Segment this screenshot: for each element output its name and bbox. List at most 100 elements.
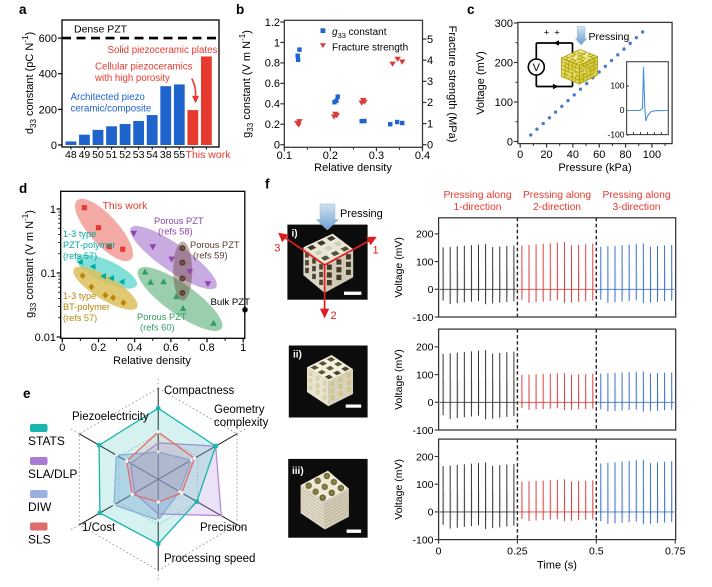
svg-text:200: 200 [416,451,434,463]
svg-text:STATS: STATS [28,434,65,448]
svg-text:(refs 60): (refs 60) [140,323,175,333]
svg-text:Fracture strength: Fracture strength [332,43,408,54]
svg-text:100: 100 [610,81,624,91]
svg-text:Porous PZT: Porous PZT [190,240,240,250]
svg-text:300: 300 [495,18,513,30]
svg-text:(refs 57): (refs 57) [63,313,97,323]
svg-text:0: 0 [59,342,65,354]
svg-text:Pressing: Pressing [589,31,630,43]
svg-text:Fracture strength (MPa): Fracture strength (MPa) [446,26,458,143]
svg-text:0.1: 0.1 [277,150,292,162]
svg-text:e: e [23,386,31,401]
svg-text:3: 3 [427,76,433,88]
svg-text:0.25: 0.25 [507,546,528,558]
svg-text:0.4: 0.4 [265,99,280,111]
svg-text:5: 5 [427,34,433,46]
svg-text:0.2: 0.2 [265,119,280,131]
svg-text:c: c [467,2,475,17]
svg-text:55: 55 [173,149,185,161]
svg-text:80: 80 [619,149,631,161]
svg-text:(refs 57): (refs 57) [63,251,97,261]
svg-text:Processing speed: Processing speed [164,553,255,565]
svg-text:0: 0 [517,149,523,161]
svg-text:0: 0 [436,546,442,558]
svg-text:+: + [554,28,560,39]
svg-text:g33 constant: g33 constant [332,27,387,40]
svg-text:Voltage (mV): Voltage (mV) [393,237,405,298]
svg-text:d: d [19,181,27,196]
svg-text:0.75: 0.75 [665,546,686,558]
svg-text:60: 60 [593,149,605,161]
svg-text:200: 200 [39,104,57,116]
svg-text:Compactness: Compactness [164,385,235,397]
svg-text:100: 100 [495,97,513,109]
svg-text:2: 2 [427,97,433,109]
svg-text:2-direction: 2-direction [533,202,581,213]
svg-text:100: 100 [416,479,434,491]
svg-text:52: 52 [119,149,131,161]
svg-text:0.4: 0.4 [415,150,430,162]
svg-text:(refs 58): (refs 58) [158,227,193,237]
svg-text:SLA/DLP: SLA/DLP [28,467,77,481]
svg-text:49: 49 [79,149,91,161]
svg-text:48: 48 [65,149,77,161]
svg-text:3-direction: 3-direction [612,202,660,213]
svg-text:PZT-polymer: PZT-polymer [63,240,116,250]
svg-text:Pressing along: Pressing along [443,190,511,201]
svg-text:0.8: 0.8 [265,58,280,70]
svg-text:53: 53 [133,149,145,161]
svg-text:Dense PZT: Dense PZT [74,24,128,36]
svg-text:Pressing along: Pressing along [602,190,670,201]
svg-text:1/Cost: 1/Cost [82,522,116,534]
svg-text:ii): ii) [293,350,302,361]
svg-text:Pressing: Pressing [340,208,383,220]
svg-text:BT-polymer: BT-polymer [63,302,110,312]
svg-text:1-3 type: 1-3 type [63,229,96,239]
svg-text:-100: -100 [412,312,433,324]
svg-text:1-direction: 1-direction [453,202,501,213]
svg-text:0.2: 0.2 [91,342,106,354]
svg-text:Porous PZT: Porous PZT [137,312,187,322]
svg-text:0.5: 0.5 [589,546,604,558]
svg-text:(refs 59): (refs 59) [193,251,228,261]
svg-text:38: 38 [160,149,172,161]
svg-text:1: 1 [50,204,56,216]
svg-text:+: + [544,28,550,39]
svg-text:1: 1 [427,118,433,130]
svg-text:Precision: Precision [200,522,247,534]
svg-text:0: 0 [51,140,57,152]
svg-text:0.6: 0.6 [163,342,178,354]
svg-text:-100: -100 [607,130,624,140]
svg-text:200: 200 [416,229,434,241]
svg-text:1: 1 [240,342,246,354]
svg-text:400: 400 [39,69,57,81]
svg-text:Solid piezoceramic plates: Solid piezoceramic plates [108,45,218,56]
svg-text:54: 54 [146,149,158,161]
svg-text:0.4: 0.4 [127,342,142,354]
svg-text:20: 20 [540,149,552,161]
svg-text:0.1: 0.1 [41,268,56,280]
svg-text:g33 constant (V m N-1): g33 constant (V m N-1) [21,210,38,318]
svg-text:This work: This work [103,200,149,212]
svg-text:Geometry: Geometry [214,404,265,416]
svg-text:40: 40 [567,149,579,161]
svg-text:100: 100 [416,256,434,268]
svg-text:Pressing along: Pressing along [523,190,591,201]
svg-text:Time (s): Time (s) [537,560,577,572]
svg-text:Relative density: Relative density [113,355,191,367]
svg-text:0.8: 0.8 [199,342,214,354]
svg-text:Voltage (mV): Voltage (mV) [475,51,487,115]
svg-text:0.6: 0.6 [265,78,280,90]
svg-text:1: 1 [274,37,280,49]
svg-text:0: 0 [428,507,434,519]
svg-text:2: 2 [331,310,337,322]
svg-text:0.01: 0.01 [35,332,56,344]
svg-text:1.2: 1.2 [265,17,280,29]
svg-text:Bulk PZT: Bulk PZT [211,297,251,308]
svg-text:complexity: complexity [214,417,269,429]
svg-text:Porous PZT: Porous PZT [154,216,204,226]
svg-text:Cellular piezoceramics: Cellular piezoceramics [95,62,193,73]
svg-text:V: V [533,62,541,74]
svg-text:200: 200 [495,57,513,69]
svg-text:0.2: 0.2 [323,150,338,162]
